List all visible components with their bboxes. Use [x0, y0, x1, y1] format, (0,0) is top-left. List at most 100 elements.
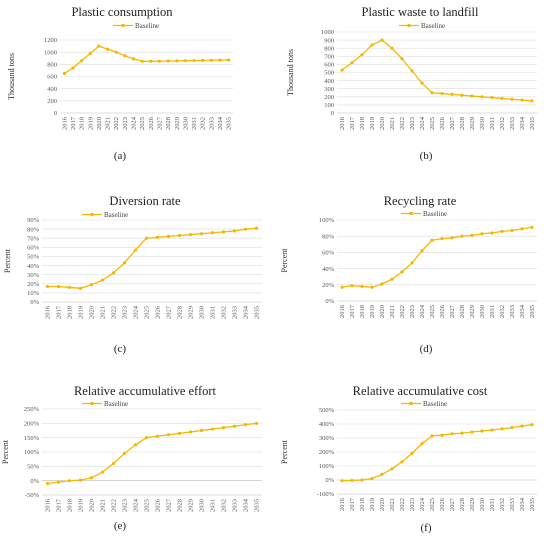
y-tick-label: 500% — [319, 407, 335, 414]
y-tick-label: 100 — [324, 102, 334, 109]
x-tick-label: 2035 — [254, 499, 261, 512]
chart-d: Recycling rate 0% 20% 40% 60% 80% 100% 2016 2017… — [280, 194, 537, 318]
chart-title: Plastic waste to landfill — [362, 5, 480, 19]
data-point — [188, 430, 193, 434]
x-tick-label: 2023 — [122, 306, 129, 319]
chart-title: Plastic consumption — [71, 5, 173, 19]
x-tick-label: 2031 — [489, 117, 496, 130]
y-tick-label: 200 — [47, 98, 57, 105]
x-tick-label: 2031 — [489, 305, 496, 318]
y-tick-label: 700 — [324, 54, 334, 61]
data-point — [450, 92, 454, 96]
data-point — [133, 443, 138, 447]
x-tick-label: 2034 — [243, 498, 250, 512]
x-tick-label: 2019 — [78, 499, 85, 512]
caption-e: (e) — [113, 520, 127, 532]
legend-marker — [90, 401, 94, 406]
x-tick-label: 2033 — [509, 117, 516, 130]
data-point — [500, 229, 504, 233]
x-tick-label: 2019 — [78, 306, 85, 319]
x-tick-label: 2032 — [200, 117, 207, 130]
x-tick-label: 2016 — [61, 116, 68, 130]
x-tick-label: 2020 — [379, 305, 386, 318]
data-point — [45, 481, 50, 486]
chart-panel-f: Relative accumulative cost -100% 0% 100% 200… — [275, 380, 550, 559]
data-point — [80, 59, 84, 63]
x-tick-label: 2033 — [509, 305, 516, 318]
data-point — [114, 50, 118, 54]
y-tick-label: 40% — [27, 263, 40, 270]
x-tick-label: 2020 — [379, 117, 386, 130]
data-point — [149, 59, 153, 63]
chart-panel-a: Plastic consumption 0 200 400 600 800 1000 1200… — [0, 0, 275, 179]
data-point — [221, 426, 226, 430]
data-point — [360, 53, 364, 57]
y-tick-label: 20% — [27, 281, 40, 288]
y-tick-label: 200% — [319, 449, 335, 456]
data-point — [56, 480, 61, 484]
x-tick-label: 2028 — [459, 117, 466, 130]
x-tick-label: 2029 — [188, 306, 195, 319]
data-point — [400, 460, 404, 464]
x-tick-label: 2016 — [339, 116, 346, 130]
chart-panel-e: Relative accumulative effort -50% 0% 50% 100… — [0, 380, 275, 559]
x-tick-label: 2035 — [529, 305, 536, 318]
x-tick-label: 2033 — [509, 498, 516, 511]
x-tick-label: 2021 — [389, 498, 396, 511]
x-tick-label: 2028 — [177, 499, 184, 512]
x-tick-label: 2031 — [191, 117, 198, 130]
data-point — [460, 93, 464, 97]
x-tick-label: 2035 — [254, 306, 261, 319]
data-point — [88, 51, 92, 55]
data-point — [450, 236, 454, 240]
y-tick-label: 300 — [324, 86, 334, 93]
data-point — [243, 227, 248, 231]
data-point — [188, 232, 193, 237]
x-tick-label: 2031 — [210, 306, 217, 319]
chart-c: Diversion rate 0% 10% 20% 30% 40% 50% 60% 70% 80%… — [3, 194, 262, 319]
x-tick-label: 2025 — [429, 305, 436, 318]
data-point — [530, 423, 534, 427]
x-tick-label: 2024 — [419, 116, 426, 130]
x-tick-label: 2020 — [89, 499, 96, 512]
data-point — [380, 472, 384, 476]
data-point — [221, 230, 226, 234]
data-point — [460, 234, 464, 238]
x-tick-label: 2023 — [122, 117, 129, 130]
x-tick-label: 2027 — [156, 116, 163, 130]
x-tick-label: 2033 — [232, 306, 239, 319]
y-tick-label: 80% — [27, 226, 40, 233]
chart-panel-c: Diversion rate 0% 10% 20% 30% 40% 50% 60% 70% 80%… — [0, 190, 275, 369]
x-tick-label: 2030 — [199, 306, 206, 319]
y-tick-label: 200 — [324, 94, 334, 101]
x-tick-label: 2025 — [139, 117, 146, 130]
x-tick-label: 2021 — [105, 117, 112, 130]
data-point — [400, 57, 404, 61]
data-point — [370, 285, 374, 289]
chart-e: Relative accumulative effort -50% 0% 50% 100… — [1, 384, 262, 512]
x-tick-label: 2021 — [389, 305, 396, 318]
data-point — [440, 91, 444, 96]
caption-c: (c) — [113, 343, 127, 355]
chart-panel-d: Recycling rate 0% 20% 40% 60% 80% 100% 2016 2017… — [275, 190, 550, 369]
x-tick-label: 2018 — [359, 117, 366, 130]
legend-marker — [407, 23, 411, 28]
y-tick-label: 600 — [47, 74, 57, 81]
data-point — [370, 477, 374, 481]
y-tick-label: 600 — [324, 62, 334, 69]
data-point — [45, 284, 50, 289]
data-point — [420, 442, 424, 446]
x-tick-label: 2034 — [519, 304, 526, 318]
x-tick-label: 2019 — [369, 117, 376, 130]
data-point — [192, 58, 196, 63]
y-tick-label: 40% — [322, 266, 335, 273]
data-point — [480, 95, 484, 99]
y-tick-label: 300% — [319, 435, 335, 442]
data-point — [490, 96, 494, 100]
data-point — [177, 431, 182, 435]
legend-label: Baseline — [104, 400, 128, 408]
x-tick-label: 2021 — [100, 499, 107, 512]
data-point — [227, 58, 231, 62]
x-tick-label: 2023 — [122, 499, 129, 512]
data-point — [254, 421, 259, 425]
